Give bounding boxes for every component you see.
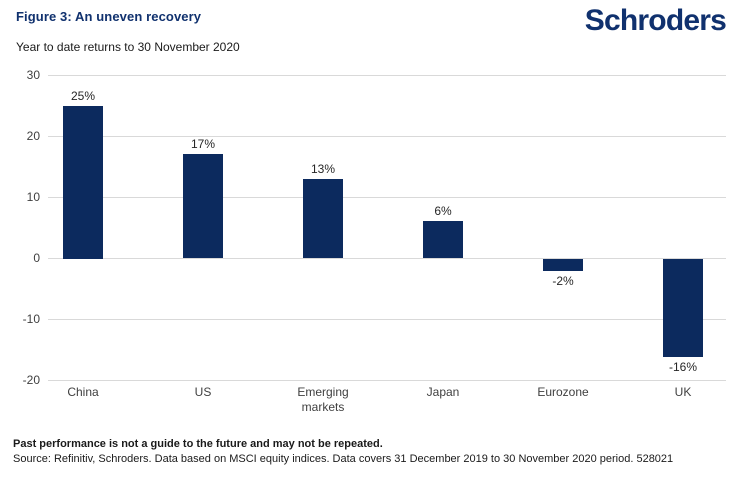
bar-emerging-markets: [303, 179, 343, 258]
source-text: Source: Refinitiv, Schroders. Data based…: [13, 453, 674, 465]
bar-value-label-china: 25%: [70, 89, 96, 103]
gridline-y--20: [48, 380, 726, 381]
bar-uk: [663, 259, 703, 357]
bar-value-label-japan: 6%: [434, 204, 452, 218]
x-axis-label-us: US: [194, 385, 212, 399]
gridline-y-0: [48, 258, 726, 259]
bar-eurozone: [543, 259, 583, 271]
x-axis-label-emerging-markets: Emerging markets: [297, 385, 349, 414]
x-axis-label-china: China: [67, 385, 99, 399]
schroders-logo: Schroders: [584, 4, 727, 37]
bar-value-label-uk: -16%: [668, 360, 697, 374]
y-axis-tick-label: 0: [33, 251, 40, 265]
disclaimer-text: Past performance is not a guide to the f…: [13, 438, 383, 450]
bar-value-label-eurozone: -2%: [552, 274, 574, 288]
gridline-y--10: [48, 319, 726, 320]
figure-title: Figure 3: An uneven recovery: [16, 9, 202, 24]
bar-us: [183, 154, 223, 258]
x-axis-label-japan: Japan: [426, 385, 460, 399]
y-axis-tick-label: -20: [22, 373, 40, 387]
bar-value-label-emerging-markets: 13%: [310, 162, 336, 176]
y-axis-tick-label: -10: [22, 312, 40, 326]
x-axis-label-eurozone: Eurozone: [537, 385, 589, 399]
y-axis-tick-label: 10: [26, 190, 40, 204]
y-axis-tick-label: 20: [26, 129, 40, 143]
bar-value-label-us: 17%: [190, 137, 216, 151]
chart-footer: Past performance is not a guide to the f…: [13, 437, 673, 467]
y-axis-tick-label: 30: [26, 68, 40, 82]
x-axis-label-uk: UK: [674, 385, 692, 399]
gridline-y-20: [48, 136, 726, 137]
chart-subtitle: Year to date returns to 30 November 2020: [16, 40, 240, 54]
gridline-y-10: [48, 197, 726, 198]
bar-japan: [423, 221, 463, 258]
bar-china: [63, 106, 103, 259]
gridline-y-30: [48, 75, 726, 76]
